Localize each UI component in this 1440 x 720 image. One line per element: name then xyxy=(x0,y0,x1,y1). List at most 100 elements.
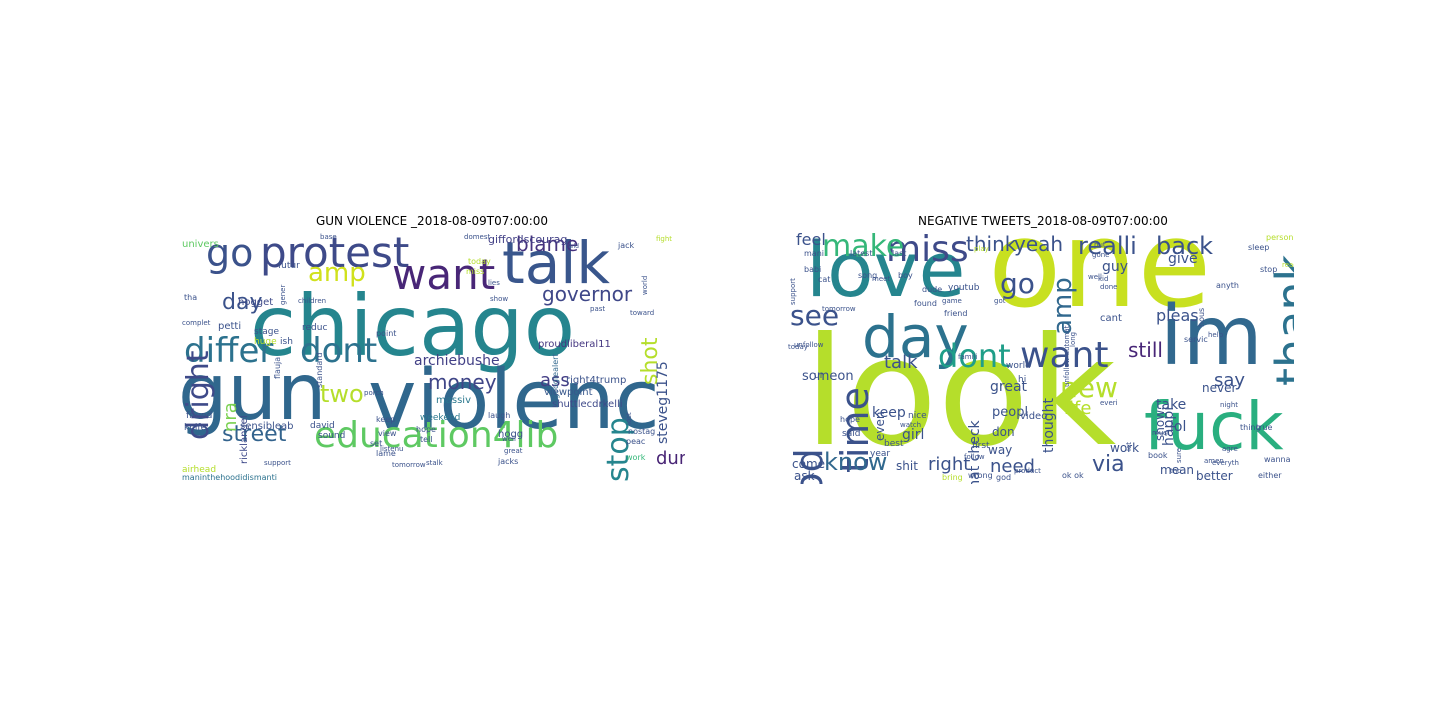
word-knife: knife xyxy=(184,423,207,433)
word-mani: mani xyxy=(804,249,824,258)
word-hous: hous xyxy=(1197,307,1206,328)
word-tomorrow: tomorrow xyxy=(822,305,856,313)
word-support: support xyxy=(264,459,291,467)
word-realli: realli xyxy=(1078,232,1137,260)
word-friend: friend xyxy=(186,411,213,421)
word-youtub: youtub xyxy=(948,283,980,293)
word-lame: lame xyxy=(376,449,396,458)
word-last: last xyxy=(892,249,907,258)
word-give: give xyxy=(1168,251,1198,267)
word-song: song xyxy=(858,271,878,280)
word-want: want xyxy=(392,250,496,299)
word-view: view xyxy=(378,429,397,438)
word-long: long xyxy=(1069,331,1077,347)
word-latest: latest xyxy=(850,249,873,258)
word-fuck: fuck xyxy=(1144,388,1284,465)
word-hope: hope xyxy=(840,415,860,424)
word-agre: agre xyxy=(1222,445,1238,453)
word-must: must xyxy=(1152,429,1170,437)
word-tell: tell xyxy=(420,435,433,444)
word-cant: cant xyxy=(1100,313,1122,324)
word-ish: ish xyxy=(280,337,293,347)
word-go: go xyxy=(206,232,254,275)
word-violenc: violenc xyxy=(368,353,660,448)
word-video: video xyxy=(1020,411,1048,422)
word-never: never xyxy=(1202,381,1237,395)
word-domest: domest xyxy=(464,233,491,241)
word-wanna: wanna xyxy=(1264,455,1291,464)
word-god: god xyxy=(996,473,1012,482)
word-nice: nice xyxy=(908,411,927,421)
word-via: via xyxy=(1092,452,1125,477)
word-massiv: massiv xyxy=(436,395,471,406)
word-jacks: jacks xyxy=(498,457,519,466)
word-held: held xyxy=(566,243,579,250)
word-keep: keep xyxy=(872,405,906,421)
negative-tweets-wordcloud: one look love im fuck day want miss make time dont… xyxy=(788,232,1294,484)
word-go: go xyxy=(1000,267,1035,300)
word-point: point xyxy=(376,329,397,338)
word-ok-ok: ok ok xyxy=(1062,471,1084,480)
word-thank: thank xyxy=(1266,254,1294,386)
word-past: past xyxy=(590,305,606,313)
word-product: product xyxy=(1014,467,1041,475)
word-one: one xyxy=(988,232,1212,335)
word-thought: thought xyxy=(1041,397,1057,453)
word-better: better xyxy=(1196,469,1233,483)
word-babi: babi xyxy=(804,265,822,274)
word-david: david xyxy=(310,421,335,431)
word-complet: complet xyxy=(182,319,211,327)
word-look: look xyxy=(804,306,1117,480)
word-read: read xyxy=(1282,261,1294,269)
word-cat: cat xyxy=(818,275,831,284)
word-yeah: yeah xyxy=(1014,232,1064,256)
word-world: world xyxy=(641,275,649,295)
word-thing: thing xyxy=(1240,423,1261,432)
word-wrong: wrong xyxy=(968,471,993,480)
word-book: book xyxy=(1148,451,1168,460)
word-peac: peac xyxy=(626,437,646,446)
word-lies: lies xyxy=(488,279,500,287)
word-put: put xyxy=(1094,241,1106,249)
left-cloud-title: GUN VIOLENCE _2018-08-09T07:00:00 xyxy=(315,214,549,228)
word-help: help xyxy=(1208,331,1224,339)
word-want: want xyxy=(1020,335,1109,376)
word-blame: blame xyxy=(516,232,579,256)
word-chicago: chicago xyxy=(250,277,576,375)
word-famili: famili xyxy=(958,353,978,361)
word-hogg: hogg xyxy=(498,429,524,440)
word-show: show xyxy=(490,295,509,303)
word-airhead: airhead xyxy=(182,465,217,475)
word-day: day xyxy=(222,290,263,315)
word-viewpoint: viewpoint xyxy=(544,387,593,398)
word-play: play xyxy=(974,245,989,253)
word-best: best xyxy=(884,439,904,449)
word-tha: tha xyxy=(184,293,198,302)
word-steveg1175: steveg1175 xyxy=(655,361,671,444)
word-see: see xyxy=(790,299,840,332)
word-done: done xyxy=(1100,283,1118,291)
word-futur: futur xyxy=(278,261,300,271)
word-feel: feel xyxy=(796,232,826,249)
word-let: let xyxy=(1125,441,1133,451)
word-shit: shit xyxy=(896,459,918,473)
word-keep: keep xyxy=(376,415,396,424)
word-street: street xyxy=(222,422,287,447)
word-flauja: flauja xyxy=(273,356,282,379)
word-sure: sure xyxy=(1175,447,1183,463)
word-dont: dont xyxy=(300,331,378,371)
word-ass: ass xyxy=(540,370,570,391)
word-make: make xyxy=(822,232,905,264)
word-boy: boy xyxy=(898,271,913,280)
word-nra: nra xyxy=(220,402,241,433)
word-weekend: weekend xyxy=(420,413,461,423)
word-first: first xyxy=(972,441,990,451)
word-new: new xyxy=(1060,371,1118,404)
word-toward: toward xyxy=(630,309,655,317)
word-dude: dude xyxy=(922,285,943,294)
word-day: day xyxy=(862,303,969,371)
word-work: work xyxy=(1110,441,1140,455)
word-come: come xyxy=(792,457,826,471)
word-hi: hi xyxy=(1018,375,1027,385)
word-servic: servic xyxy=(1184,335,1208,344)
